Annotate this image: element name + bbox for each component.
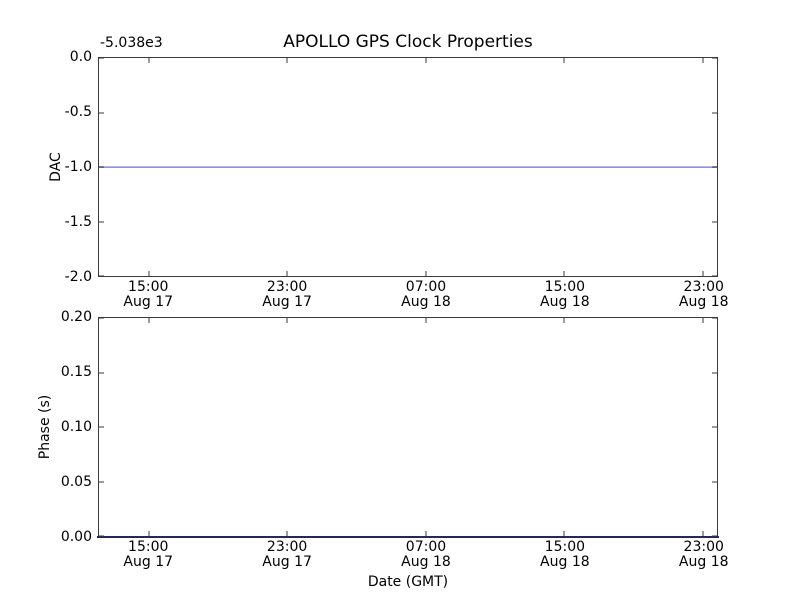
y-tick-mark <box>99 57 104 59</box>
x-tick-mark <box>425 531 427 536</box>
y-tick-label: 0.00 <box>60 529 92 545</box>
x-tick-label: 23:00 Aug 18 <box>679 540 729 570</box>
y-tick-mark <box>99 317 104 319</box>
y-tick-mark <box>712 221 717 222</box>
y-tick-mark <box>99 275 104 277</box>
x-tick-mark <box>702 531 704 536</box>
x-tick-time: 15:00 <box>544 279 586 295</box>
x-tick-mark <box>148 271 150 276</box>
x-tick-date: Aug 18 <box>678 554 729 570</box>
y-tick-label: 0.10 <box>60 419 92 435</box>
x-tick-date: Aug 17 <box>123 554 174 570</box>
top-plot-area <box>98 57 718 277</box>
x-tick-time: 15:00 <box>544 539 586 555</box>
x-tick-label: 15:00 Aug 17 <box>123 280 173 310</box>
y-tick-label: 0.05 <box>60 474 92 490</box>
bottom-plot-area <box>97 317 719 538</box>
y-tick-mark <box>99 221 104 222</box>
x-tick-mark <box>702 58 704 63</box>
x-tick-label: 15:00 Aug 17 <box>123 540 173 570</box>
x-tick-date: Aug 17 <box>262 294 312 310</box>
x-tick-label: 07:00 Aug 18 <box>401 280 451 310</box>
x-tick-mark <box>148 58 150 63</box>
y-tick-mark <box>712 166 717 168</box>
y-axis-offset-label: -5.038e3 <box>100 35 163 51</box>
x-tick-mark <box>425 271 427 276</box>
x-tick-time: 23:00 <box>266 279 308 295</box>
x-tick-label: 15:00 Aug 18 <box>540 540 590 570</box>
x-tick-time: 07:00 <box>405 539 447 555</box>
dac-line <box>99 166 717 168</box>
y-tick-mark <box>712 57 717 59</box>
x-tick-label: 23:00 Aug 17 <box>262 280 312 310</box>
x-tick-mark <box>148 318 150 323</box>
y-tick-label: 0.20 <box>60 309 92 325</box>
x-tick-time: 15:00 <box>128 539 169 555</box>
x-tick-mark <box>563 58 565 63</box>
phase-line <box>97 536 719 538</box>
x-tick-mark <box>286 318 288 323</box>
x-tick-mark <box>702 271 704 276</box>
x-tick-date: Aug 18 <box>678 294 729 310</box>
x-tick-time: 15:00 <box>128 279 169 295</box>
y-tick-mark <box>99 166 104 168</box>
x-tick-mark <box>702 318 704 323</box>
x-tick-mark <box>563 271 565 276</box>
y-tick-mark <box>99 426 104 428</box>
y-tick-mark <box>712 317 717 319</box>
y-tick-mark <box>712 426 717 428</box>
y-tick-mark <box>99 112 104 113</box>
x-tick-mark <box>425 318 427 323</box>
x-tick-label: 23:00 Aug 18 <box>679 280 729 310</box>
x-tick-time: 23:00 <box>266 539 308 555</box>
x-tick-date: Aug 18 <box>540 554 590 570</box>
y-tick-mark <box>99 535 104 537</box>
x-axis-label: Date (GMT) <box>367 574 449 590</box>
y-tick-mark <box>712 275 717 277</box>
x-tick-time: 23:00 <box>683 539 724 555</box>
y-tick-mark <box>712 372 717 373</box>
x-tick-mark <box>563 531 565 536</box>
x-tick-mark <box>425 58 427 63</box>
y-tick-mark <box>712 481 717 482</box>
x-tick-time: 23:00 <box>683 279 724 295</box>
y-tick-label: 0.0 <box>69 49 92 65</box>
y-tick-mark <box>99 481 104 482</box>
x-tick-label: 07:00 Aug 18 <box>401 540 451 570</box>
x-tick-date: Aug 18 <box>401 294 451 310</box>
x-tick-mark <box>286 531 288 536</box>
y-tick-mark <box>712 535 717 537</box>
x-tick-mark <box>286 271 288 276</box>
x-tick-mark <box>286 58 288 63</box>
y-tick-label: -1.0 <box>64 159 92 175</box>
chart-title: APOLLO GPS Clock Properties <box>283 32 533 52</box>
y-tick-mark <box>99 372 104 373</box>
x-tick-time: 07:00 <box>405 279 447 295</box>
x-tick-date: Aug 17 <box>262 554 312 570</box>
x-tick-label: 15:00 Aug 18 <box>540 280 590 310</box>
y-tick-label: -2.0 <box>64 269 92 285</box>
y-tick-label: -0.5 <box>64 104 92 120</box>
y-tick-label: 0.15 <box>60 364 92 380</box>
x-tick-label: 23:00 Aug 17 <box>262 540 312 570</box>
y-tick-label: -1.5 <box>64 214 92 230</box>
x-tick-date: Aug 18 <box>540 294 590 310</box>
x-tick-mark <box>148 531 150 536</box>
x-tick-date: Aug 17 <box>123 294 174 310</box>
y-tick-mark <box>712 112 717 113</box>
x-tick-mark <box>563 318 565 323</box>
x-tick-date: Aug 18 <box>401 554 451 570</box>
